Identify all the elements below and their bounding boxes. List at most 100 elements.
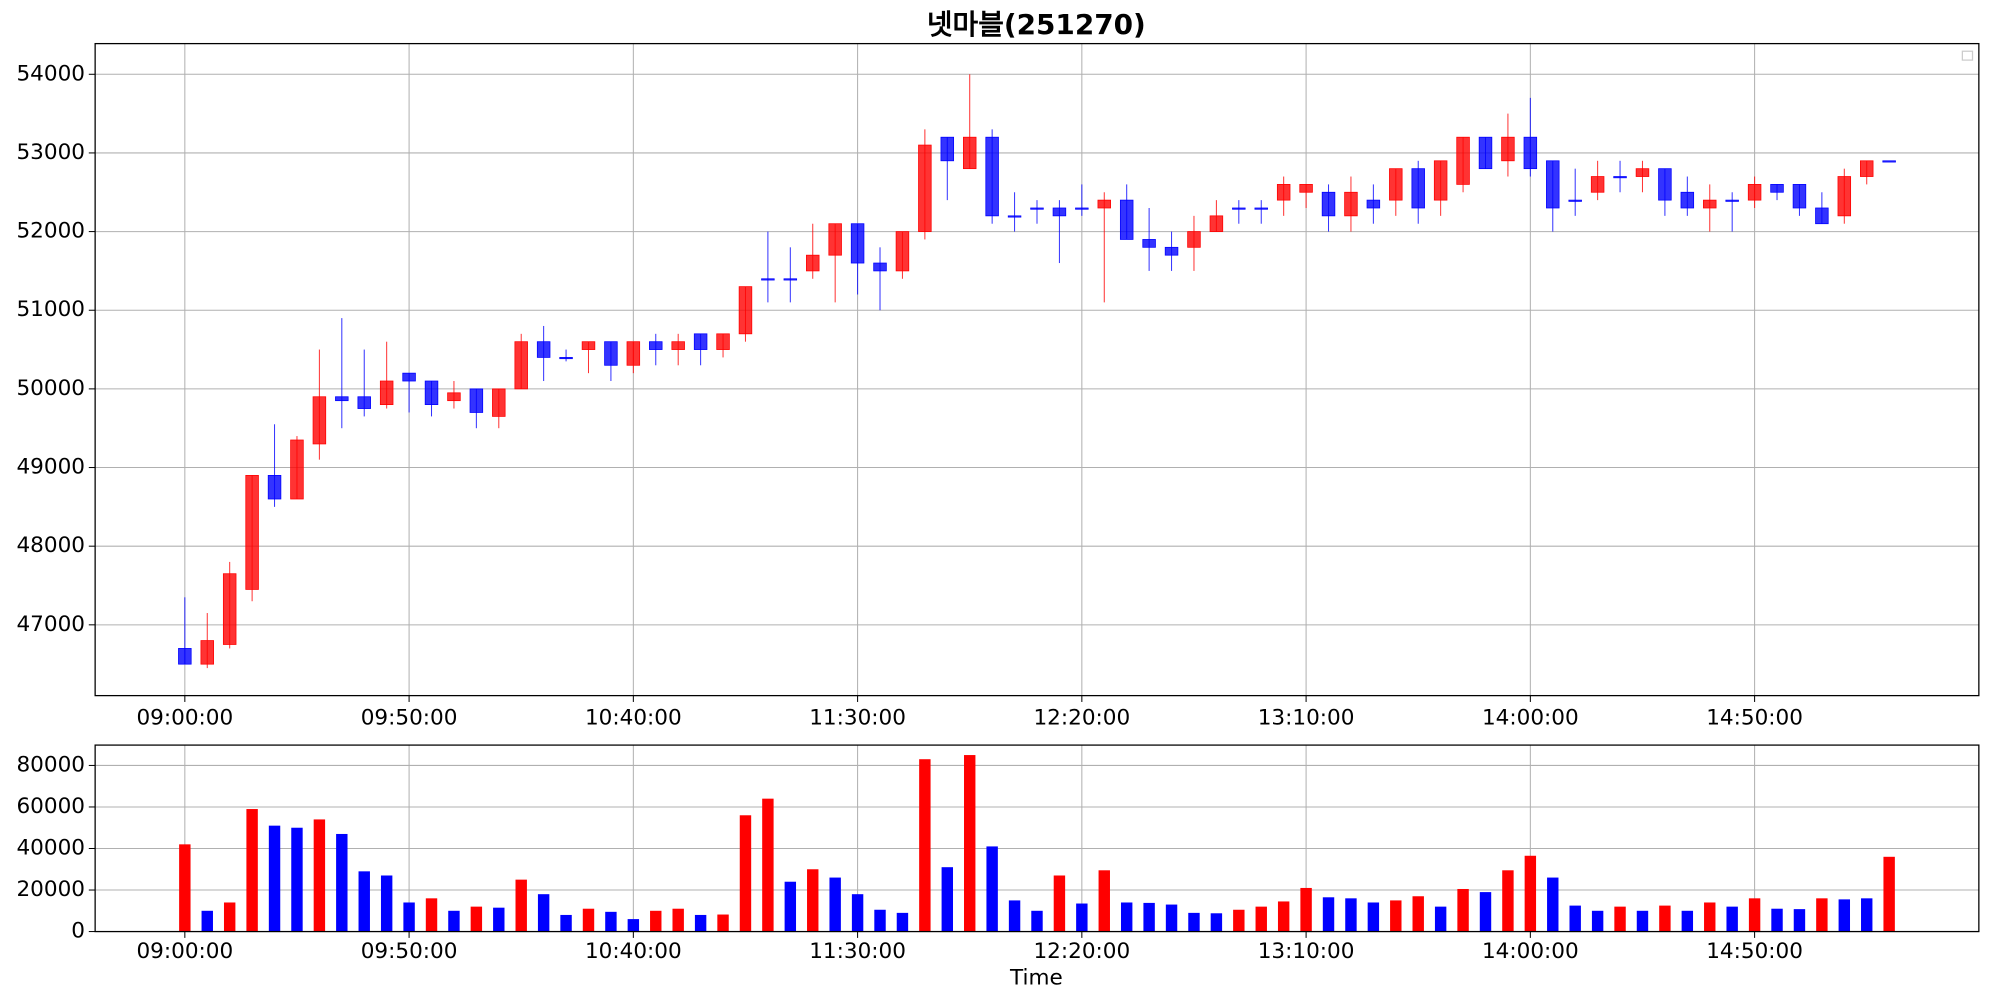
chart-title: 넷마블(251270)	[927, 8, 1146, 41]
volume-bar	[829, 877, 841, 932]
candle-body	[1523, 136, 1538, 170]
x-tick-label: 13:10:00	[1258, 705, 1355, 730]
plot-frame	[94, 744, 1980, 933]
volume-bar	[1390, 900, 1402, 932]
volume-bar	[179, 844, 191, 932]
candle-body	[783, 278, 798, 281]
x-tick-label: 09:50:00	[361, 705, 458, 730]
candle-body	[1321, 191, 1336, 217]
candle-body	[716, 333, 730, 350]
x-tick-label: 13:10:00	[1258, 939, 1355, 964]
candle-body	[245, 475, 259, 590]
x-tick-label: 14:50:00	[1706, 705, 1803, 730]
candle-body	[1747, 184, 1762, 201]
y-tick-label: 47000	[16, 612, 85, 637]
volume-bar	[1210, 913, 1223, 932]
candle-body	[200, 640, 214, 665]
volume-bar	[1636, 910, 1649, 932]
volume-bar	[470, 906, 483, 932]
volume-bar	[1457, 888, 1469, 932]
volume-bar	[1120, 902, 1133, 932]
volume-bar	[560, 914, 572, 932]
volume-bar	[874, 909, 886, 932]
candle-body	[1568, 199, 1582, 202]
candle-body	[559, 357, 573, 360]
volume-bar	[1726, 906, 1738, 932]
candle-body	[1187, 231, 1201, 248]
volume-bar	[1771, 908, 1783, 932]
volume-bar	[1614, 906, 1626, 932]
volume-bar	[1704, 902, 1716, 932]
candle-body	[1389, 168, 1403, 201]
candle-body	[1501, 136, 1515, 162]
candle-body	[1299, 184, 1313, 193]
x-tick-label: 09:00:00	[136, 939, 233, 964]
volume-bar	[1681, 910, 1694, 932]
candle-body	[1232, 207, 1246, 210]
volume-bar	[1524, 855, 1537, 932]
x-tick-label: 10:40:00	[585, 705, 682, 730]
volume-bar	[1031, 910, 1043, 932]
candle-body	[267, 475, 282, 500]
volume-bar	[1412, 896, 1424, 932]
candle-body	[1097, 199, 1111, 209]
volume-bar	[1098, 870, 1110, 932]
candle-body	[1882, 160, 1896, 163]
candle-body	[536, 341, 551, 358]
volume-bar	[1143, 902, 1155, 932]
volume-bar	[380, 875, 393, 932]
candle-body	[402, 372, 416, 382]
legend-box	[1961, 50, 1974, 61]
candle-body	[1478, 136, 1493, 170]
candle-body	[1007, 215, 1022, 218]
candle-body	[1075, 207, 1089, 210]
volume-bar	[694, 914, 707, 932]
volume-bar	[986, 846, 998, 932]
volume-bar	[1233, 909, 1245, 932]
candle-body	[514, 341, 528, 390]
y-tick-label: 80000	[16, 752, 85, 777]
candle-body	[738, 286, 753, 335]
candle-body	[918, 144, 932, 232]
volume-bar	[291, 827, 303, 932]
volume-bar	[1322, 897, 1335, 932]
volume-bar	[807, 869, 819, 932]
candle-body	[581, 341, 596, 350]
candle-body	[649, 341, 663, 350]
candle-body	[1792, 184, 1807, 209]
x-tick-label: 11:30:00	[809, 705, 906, 730]
volume-bar	[1300, 887, 1312, 932]
volume-bar	[964, 755, 976, 932]
volume-bar	[1838, 899, 1851, 932]
candle-body	[850, 223, 865, 264]
volume-bar	[627, 919, 640, 932]
candle-body	[1770, 184, 1784, 193]
candle-body	[962, 136, 977, 170]
candle-body	[671, 341, 685, 350]
volume-bar	[1076, 903, 1088, 932]
candle-body	[447, 392, 461, 402]
volume-bar	[515, 879, 527, 932]
y-tick-label: 60000	[16, 794, 85, 819]
volume-bar	[1345, 898, 1357, 932]
candle-body	[1837, 176, 1852, 217]
x-tick-label: 14:50:00	[1706, 939, 1803, 964]
candle-body	[626, 341, 641, 366]
candle-body	[828, 223, 842, 256]
volume-bar	[1569, 905, 1581, 932]
candle-body	[1703, 199, 1717, 209]
candle-body	[1590, 176, 1605, 193]
y-tick-label: 54000	[16, 61, 85, 86]
candle-body	[1030, 207, 1044, 210]
volume-bar	[1479, 892, 1492, 932]
volume-bar	[1165, 904, 1178, 932]
volume-bar	[919, 759, 931, 932]
candle-body	[985, 136, 999, 217]
y-tick-label: 51000	[16, 297, 85, 322]
volume-bar	[1883, 856, 1895, 932]
volume-bar	[650, 910, 662, 932]
volume-bar	[1748, 898, 1761, 932]
candle-body	[604, 341, 618, 366]
x-tick-label: 12:20:00	[1033, 939, 1130, 964]
